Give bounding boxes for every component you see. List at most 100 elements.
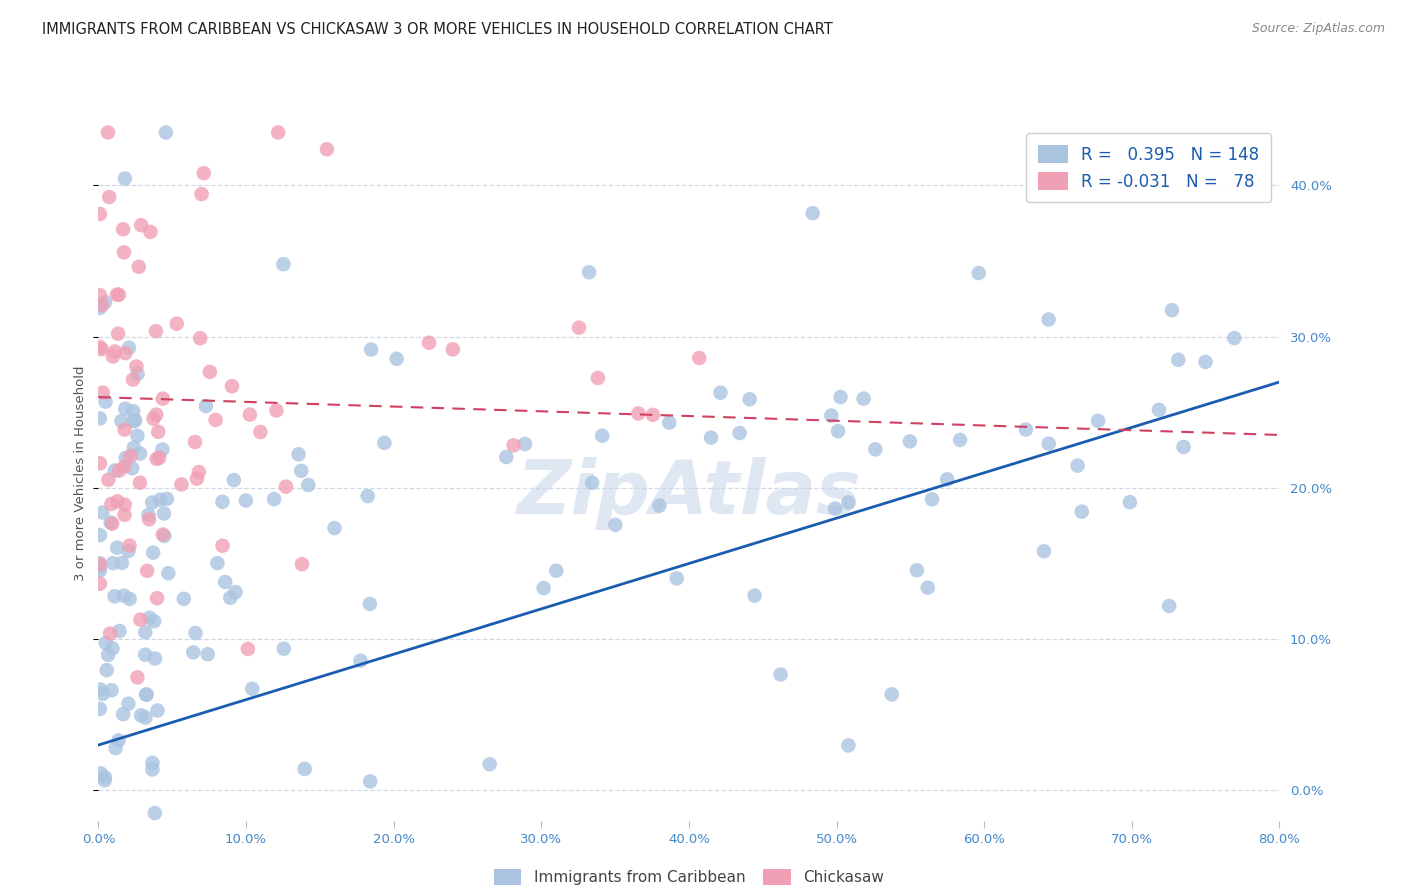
Point bbox=[357, 489, 380, 503]
Text: ZipAtlas: ZipAtlas bbox=[516, 457, 862, 530]
Point bbox=[142, 546, 165, 560]
Point bbox=[187, 465, 209, 479]
Point bbox=[94, 394, 117, 409]
Point bbox=[143, 651, 166, 665]
Point bbox=[100, 683, 122, 698]
Point bbox=[148, 450, 170, 465]
Point bbox=[373, 436, 395, 450]
Point bbox=[138, 512, 160, 526]
Point bbox=[118, 539, 141, 553]
Point bbox=[122, 404, 145, 418]
Point bbox=[118, 341, 141, 355]
Point bbox=[149, 492, 172, 507]
Point bbox=[90, 342, 112, 356]
Point bbox=[385, 351, 408, 366]
Point bbox=[152, 527, 174, 541]
Point bbox=[936, 472, 959, 486]
Point bbox=[198, 365, 221, 379]
Point bbox=[122, 414, 145, 428]
Point bbox=[287, 447, 309, 461]
Point bbox=[107, 326, 129, 341]
Point bbox=[100, 497, 122, 511]
Point bbox=[89, 682, 111, 697]
Point bbox=[641, 408, 664, 422]
Y-axis label: 3 or more Vehicles in Household: 3 or more Vehicles in Household bbox=[75, 365, 87, 581]
Point bbox=[1087, 414, 1109, 428]
Point bbox=[89, 559, 111, 574]
Point bbox=[125, 359, 148, 374]
Point bbox=[97, 473, 120, 487]
Point bbox=[267, 125, 290, 139]
Point bbox=[830, 390, 852, 404]
Point bbox=[101, 641, 124, 656]
Legend: Immigrants from Caribbean, Chickasaw: Immigrants from Caribbean, Chickasaw bbox=[486, 861, 891, 892]
Point bbox=[1033, 544, 1056, 558]
Point bbox=[122, 373, 145, 387]
Point bbox=[141, 495, 163, 509]
Point bbox=[153, 529, 176, 543]
Point bbox=[290, 464, 312, 478]
Text: Source: ZipAtlas.com: Source: ZipAtlas.com bbox=[1251, 22, 1385, 36]
Point bbox=[111, 556, 134, 570]
Point bbox=[89, 340, 111, 354]
Point bbox=[101, 516, 124, 531]
Point bbox=[146, 704, 169, 718]
Point bbox=[184, 434, 207, 449]
Point bbox=[156, 491, 179, 506]
Point bbox=[91, 298, 114, 312]
Point bbox=[700, 431, 723, 445]
Point bbox=[89, 301, 111, 315]
Point bbox=[107, 494, 129, 508]
Point bbox=[103, 589, 125, 603]
Point bbox=[152, 392, 174, 406]
Point bbox=[91, 385, 114, 400]
Point bbox=[98, 626, 121, 640]
Point bbox=[173, 591, 195, 606]
Point bbox=[578, 265, 600, 279]
Point bbox=[905, 563, 928, 577]
Point bbox=[273, 641, 295, 656]
Point bbox=[360, 343, 382, 357]
Point bbox=[591, 428, 613, 442]
Point bbox=[148, 425, 170, 439]
Point bbox=[108, 464, 131, 478]
Point bbox=[146, 591, 169, 606]
Point bbox=[186, 472, 208, 486]
Point bbox=[418, 335, 440, 350]
Point bbox=[143, 614, 166, 628]
Point bbox=[134, 648, 156, 662]
Point bbox=[222, 473, 245, 487]
Point bbox=[108, 287, 131, 301]
Point bbox=[581, 475, 603, 490]
Point bbox=[495, 450, 517, 464]
Point bbox=[143, 806, 166, 821]
Point bbox=[648, 499, 671, 513]
Point bbox=[533, 581, 555, 595]
Point bbox=[207, 556, 229, 570]
Point bbox=[194, 399, 217, 413]
Point bbox=[114, 498, 136, 512]
Point bbox=[136, 564, 159, 578]
Point bbox=[1159, 599, 1181, 613]
Point bbox=[138, 610, 160, 624]
Point bbox=[214, 574, 236, 589]
Point bbox=[127, 367, 149, 381]
Point bbox=[1167, 352, 1189, 367]
Point bbox=[105, 287, 128, 301]
Point bbox=[153, 507, 176, 521]
Point bbox=[157, 566, 180, 581]
Point bbox=[738, 392, 761, 407]
Point bbox=[1223, 331, 1246, 345]
Point bbox=[568, 320, 591, 334]
Point bbox=[127, 670, 149, 684]
Point bbox=[89, 556, 111, 570]
Point bbox=[114, 508, 136, 522]
Point bbox=[114, 346, 136, 360]
Point bbox=[219, 591, 242, 605]
Point bbox=[769, 667, 792, 681]
Point bbox=[359, 774, 381, 789]
Point bbox=[129, 708, 152, 723]
Point bbox=[1147, 402, 1170, 417]
Point bbox=[91, 506, 114, 520]
Point bbox=[1194, 355, 1216, 369]
